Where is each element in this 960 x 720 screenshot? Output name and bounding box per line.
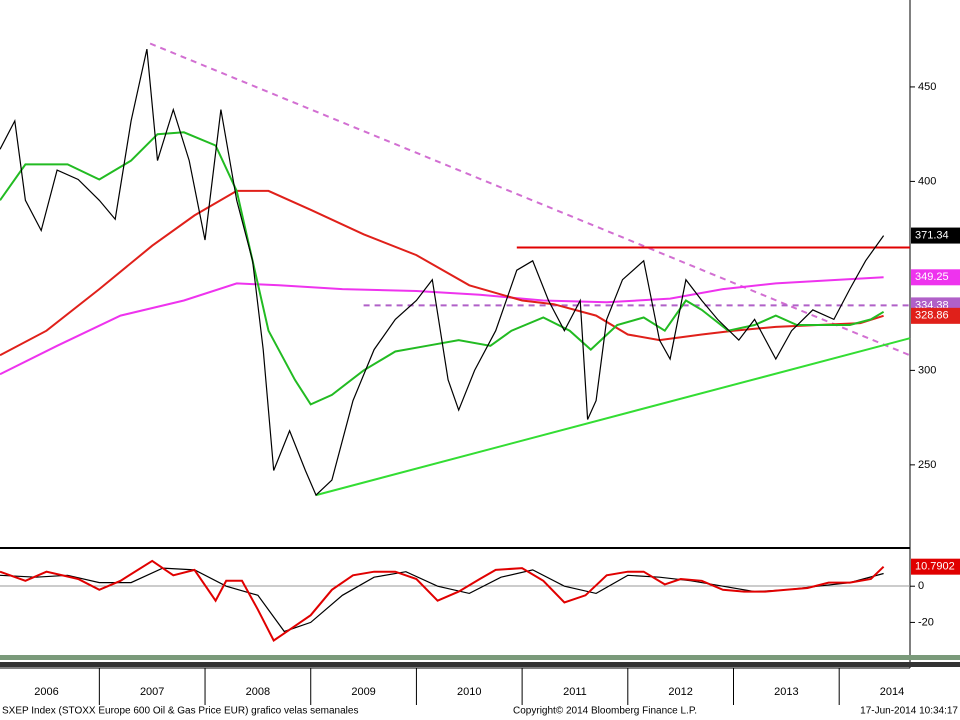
x-tick-label: 2007	[140, 686, 164, 698]
series-line	[149, 42, 911, 357]
series-line	[0, 48, 885, 497]
x-tick-label: 2006	[34, 686, 58, 698]
series-line	[0, 567, 884, 633]
x-tick-label: 2008	[246, 686, 270, 698]
x-tick-label: 2012	[668, 686, 692, 698]
x-tick-label: 2009	[351, 686, 375, 698]
value-tag	[911, 558, 960, 575]
value-tag-label: 349.25	[915, 271, 949, 283]
value-tag-label: 371.34	[915, 229, 949, 241]
y-tick-label: 0	[918, 580, 924, 592]
x-tick-label: 2013	[774, 686, 798, 698]
volume-strip	[0, 655, 960, 660]
value-tag-label: 328.86	[915, 310, 949, 322]
series-line	[0, 559, 885, 642]
series-line	[0, 131, 885, 406]
x-tick-label: 2014	[880, 686, 904, 698]
y-tick-label: 450	[918, 81, 936, 93]
value-tag	[911, 307, 960, 324]
series-line	[0, 276, 884, 376]
x-tick-label: 2011	[563, 686, 587, 698]
footer-center: Copyright© 2014 Bloomberg Finance L.P.	[513, 706, 697, 717]
series-line	[0, 189, 884, 357]
y-tick-label: -20	[918, 616, 934, 628]
series-line	[315, 337, 911, 497]
volume-strip	[0, 662, 960, 667]
x-tick-label: 2010	[457, 686, 481, 698]
footer-right: 17-Jun-2014 10:34:17	[860, 706, 958, 717]
y-tick-label: 250	[918, 459, 936, 471]
value-tag	[911, 269, 960, 286]
value-tag-label: 10.7902	[915, 561, 955, 573]
footer-left: SXEP Index (STOXX Europe 600 Oil & Gas P…	[2, 706, 358, 717]
y-tick-label: 400	[918, 175, 936, 187]
value-tag	[911, 227, 960, 244]
y-tick-label: 300	[918, 364, 936, 376]
